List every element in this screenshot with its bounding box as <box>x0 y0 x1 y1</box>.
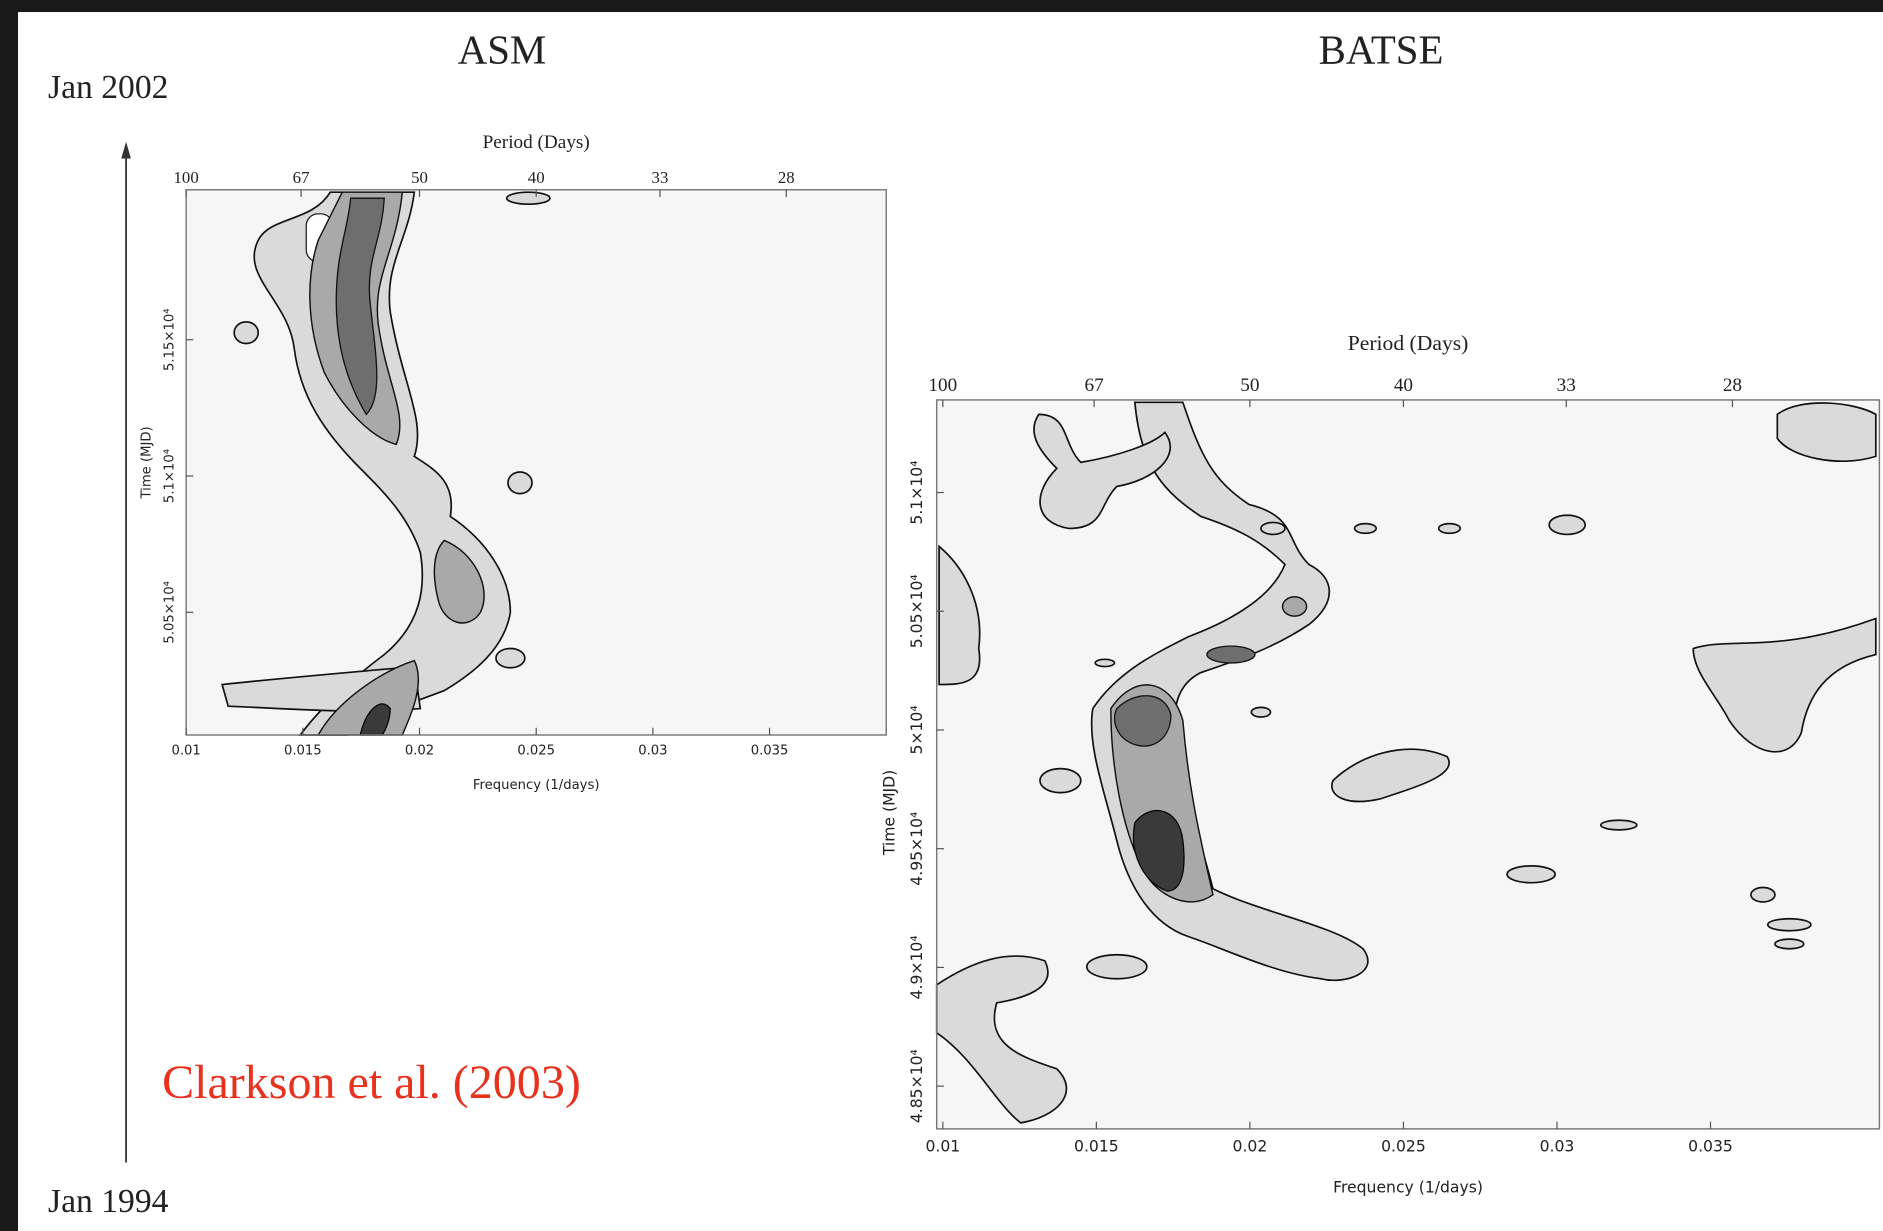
contour <box>1506 865 1556 884</box>
x2-tick-label: 40 <box>1394 375 1413 396</box>
y-tick-label: 5.05×10⁴ <box>908 574 926 648</box>
y-tick-label: 5.15×10⁴ <box>162 308 177 370</box>
x-axis-label: Frequency (1/days) <box>1333 1179 1483 1197</box>
x-tick-label: 0.015 <box>284 744 322 759</box>
x2-tick-label: 67 <box>1084 375 1104 396</box>
y-tick-label: 5.1×10⁴ <box>162 449 177 503</box>
x-tick-label: 0.035 <box>751 744 789 759</box>
chart-title: ASM <box>458 27 546 72</box>
x-tick-label: 0.01 <box>171 744 200 759</box>
contour <box>1113 695 1172 747</box>
contour <box>1133 809 1185 892</box>
x2-tick-label: 100 <box>928 375 957 396</box>
contour <box>935 955 1068 1124</box>
x2-tick-label: 28 <box>778 168 795 187</box>
contour <box>1750 886 1776 903</box>
contour <box>1281 596 1308 617</box>
contour <box>1353 522 1378 535</box>
y-axis-label: Time (MJD) <box>880 770 898 856</box>
time-bottom-label: Jan 1994 <box>48 1183 169 1220</box>
time-top-label: Jan 2002 <box>48 69 168 106</box>
plot-frame <box>935 399 1881 1130</box>
time-arrow-head <box>121 141 131 159</box>
y-axis-label: Time (MJD) <box>140 426 155 499</box>
y-tick-label: 5.05×10⁴ <box>162 581 177 643</box>
x2-tick-label: 50 <box>411 168 428 187</box>
x2-tick-label: 100 <box>174 168 199 187</box>
contour <box>495 647 526 669</box>
contour <box>335 197 385 416</box>
x-tick-label: 0.01 <box>925 1137 960 1155</box>
x-tick-label: 0.015 <box>1074 1137 1119 1155</box>
contour <box>1039 767 1082 794</box>
x2-tick-label: 33 <box>652 168 669 187</box>
contour <box>507 471 533 495</box>
contour <box>317 659 419 736</box>
y-tick-label: 4.85×10⁴ <box>908 1049 926 1123</box>
contour <box>1206 645 1256 664</box>
contour <box>1774 938 1805 950</box>
contour <box>1692 617 1877 753</box>
x-axis-label: Frequency (1/days) <box>473 778 600 793</box>
x2-tick-label: 40 <box>528 168 545 187</box>
x2-tick-label: 50 <box>1240 375 1259 396</box>
contour <box>1033 413 1172 530</box>
contour <box>1599 819 1638 831</box>
y-tick-label: 5.1×10⁴ <box>908 461 926 525</box>
contour <box>1776 402 1877 463</box>
contour <box>433 539 485 624</box>
contour <box>1766 917 1812 932</box>
y-tick-label: 4.9×10⁴ <box>908 935 926 999</box>
contour <box>938 544 981 686</box>
batse-contours <box>935 401 1877 1124</box>
x-tick-label: 0.02 <box>1233 1137 1268 1155</box>
contour <box>359 703 391 736</box>
contour <box>1250 706 1272 718</box>
contour <box>1085 953 1148 980</box>
x-tick-label: 0.025 <box>517 744 555 759</box>
x-tick-label: 0.03 <box>1540 1137 1575 1155</box>
x-tick-label: 0.035 <box>1688 1137 1733 1155</box>
y-tick-label: 4.95×10⁴ <box>908 812 926 886</box>
contour <box>505 191 551 206</box>
contour <box>1331 748 1450 803</box>
contour <box>1437 522 1462 535</box>
x2-axis-label: Period (Days) <box>483 132 590 153</box>
x2-axis-label: Period (Days) <box>1348 331 1469 355</box>
contour <box>1548 514 1587 536</box>
citation: Clarkson et al. (2003) <box>162 1056 581 1109</box>
contour <box>1260 521 1286 536</box>
chart-title: BATSE <box>1319 27 1444 72</box>
x-tick-label: 0.025 <box>1381 1137 1426 1155</box>
x-tick-label: 0.02 <box>405 744 434 759</box>
x-tick-label: 0.03 <box>638 744 667 759</box>
contour <box>233 321 260 345</box>
x2-tick-label: 28 <box>1723 375 1742 396</box>
x2-tick-label: 33 <box>1557 375 1576 396</box>
x2-tick-label: 67 <box>293 168 310 187</box>
contour <box>1094 658 1116 668</box>
y-tick-label: 5×10⁴ <box>908 705 926 754</box>
